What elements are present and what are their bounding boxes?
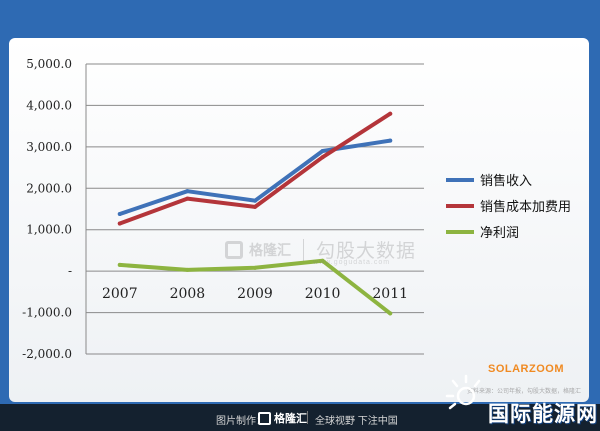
y-tick-label: 1,000.0 xyxy=(26,223,72,237)
series-2-point xyxy=(320,258,325,263)
watermark-brand: 勾股大数据 xyxy=(316,241,417,262)
legend-label-1: 销售成本加费用 xyxy=(480,199,571,215)
watermark-logo-icon xyxy=(225,240,243,259)
watermark-divider xyxy=(303,238,304,261)
x-tick-label: 2009 xyxy=(237,286,273,302)
y-tick-label: -1,000.0 xyxy=(22,306,72,320)
y-tick-label: 2,000.0 xyxy=(26,181,72,195)
sun-logo-icon xyxy=(445,374,481,410)
footer-logo-icon xyxy=(258,411,271,425)
y-tick-label: 3,000.0 xyxy=(26,140,72,154)
series-2-point xyxy=(117,262,122,267)
footer-divider xyxy=(307,411,308,424)
series-1-point xyxy=(117,221,122,226)
y-tick-label: - xyxy=(68,264,72,278)
brand-english: SOLARZOOM xyxy=(488,363,564,375)
footer-logo-text: 格隆汇 xyxy=(274,413,307,425)
x-tick-label: 2011 xyxy=(372,286,408,302)
watermark: 格隆汇 勾股大数据 www.gogudata.com xyxy=(225,236,417,266)
series-1-point xyxy=(253,204,257,209)
series-0-point xyxy=(320,149,325,153)
legend-label-0: 销售收入 xyxy=(480,173,532,189)
series-0-point xyxy=(388,138,393,143)
footer-slogan: 全球视野 下注中国 xyxy=(315,416,398,427)
y-tick-label: -2,000.0 xyxy=(22,347,72,361)
source-note: 资料来源：公司年报，勾股大数据，格隆汇 xyxy=(467,389,582,395)
series-1-point xyxy=(185,196,190,201)
x-tick-label: 2010 xyxy=(305,286,341,302)
series-line-0 xyxy=(117,138,393,216)
footer-bar: 图片制作： 格隆汇 全球视野 下注中国 xyxy=(0,404,600,431)
legend-label-2: 净利润 xyxy=(480,226,519,241)
series-0-point xyxy=(117,211,122,216)
watermark-url: www.gogudata.com xyxy=(313,259,391,266)
series-1-point xyxy=(388,111,393,116)
series-1-point xyxy=(320,155,325,160)
x-tick-label: 2008 xyxy=(170,286,206,302)
footer-logo: 格隆汇 xyxy=(258,410,307,426)
y-tick-label: 4,000.0 xyxy=(26,98,72,112)
series-0-point xyxy=(253,198,257,203)
line-chart: 5,000.0 4,000.0 3,000.0 2,000.0 1,000.0 - -1,0… xyxy=(22,57,571,361)
brand-chinese: 国际能源网 xyxy=(488,403,598,426)
series-2-point xyxy=(253,265,257,270)
series-0-point xyxy=(185,189,190,194)
x-tick-label: 2007 xyxy=(102,286,138,302)
y-tick-label: 5,000.0 xyxy=(26,57,72,71)
series-2-point xyxy=(185,267,190,272)
series-2-point xyxy=(388,311,393,316)
footer-label: 图片制作： xyxy=(216,416,266,427)
watermark-name: 格隆汇 xyxy=(249,241,291,258)
chart-panel: 5,000.0 4,000.0 3,000.0 2,000.0 1,000.0 - -1,0… xyxy=(9,38,589,402)
